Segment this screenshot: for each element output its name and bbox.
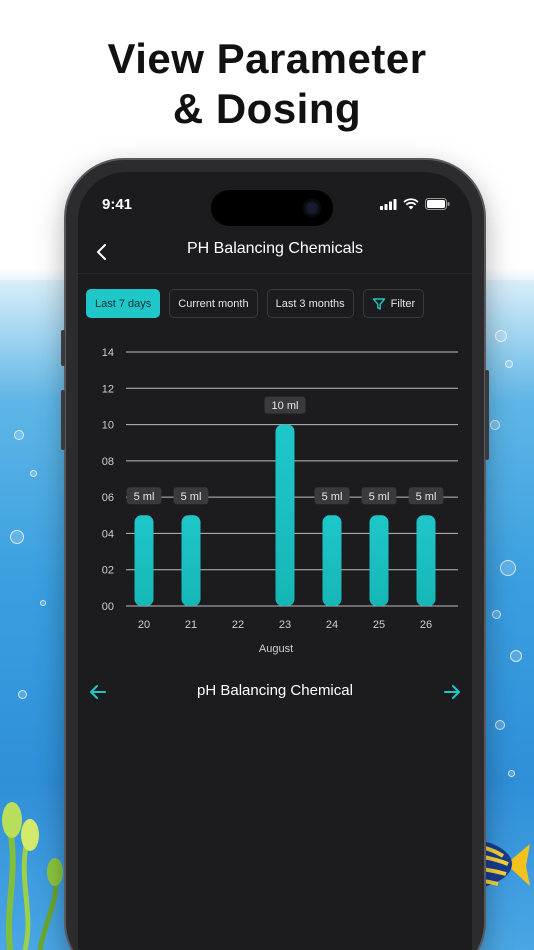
- x-tick-label: 23: [279, 619, 291, 631]
- phone-screen: 9:41 PH Balancing: [78, 172, 472, 950]
- y-tick-label: 04: [102, 528, 114, 540]
- svg-text:5 ml: 5 ml: [134, 491, 155, 503]
- aquatic-plant-icon: [2, 802, 63, 950]
- bubble: [505, 360, 513, 368]
- bubble: [40, 600, 46, 606]
- bubble: [30, 470, 37, 477]
- camera-icon: [303, 199, 321, 217]
- next-arrow-icon[interactable]: [440, 680, 464, 704]
- x-tick-label: 24: [326, 619, 338, 631]
- data-label: 5 ml: [173, 487, 209, 505]
- data-label: 10 ml: [264, 396, 306, 414]
- bar-25[interactable]: [369, 515, 389, 606]
- bubble: [495, 330, 507, 342]
- x-tick-label: 22: [232, 619, 244, 631]
- status-time: 9:41: [102, 196, 133, 213]
- data-label: 5 ml: [126, 487, 162, 505]
- tab-current-month[interactable]: Current month: [169, 289, 258, 318]
- filter-icon: [372, 297, 385, 310]
- bubble: [510, 650, 522, 662]
- phone-side-button: [61, 330, 65, 366]
- signal-icon: [380, 198, 397, 210]
- date-range-tabs: Last 7 days Current month Last 3 months …: [86, 289, 425, 318]
- svg-text:10 ml: 10 ml: [272, 400, 299, 412]
- svg-text:5 ml: 5 ml: [416, 491, 437, 503]
- phone-frame: 9:41 PH Balancing: [61, 160, 489, 950]
- bubble: [495, 720, 505, 730]
- bar-23[interactable]: [275, 424, 295, 606]
- bar-21[interactable]: [181, 515, 201, 606]
- data-label: 5 ml: [314, 487, 350, 505]
- status-icons: [380, 198, 450, 210]
- bar-24[interactable]: [322, 515, 342, 606]
- x-axis-label: August: [259, 643, 293, 655]
- filter-label: Filter: [390, 297, 416, 310]
- tab-last-3-months[interactable]: Last 3 months: [266, 289, 354, 318]
- bubble: [10, 530, 24, 544]
- battery-icon: [425, 198, 450, 210]
- bubble: [492, 610, 501, 619]
- bubble: [490, 420, 500, 430]
- wifi-icon: [403, 198, 419, 210]
- headline: View Parameter & Dosing: [0, 34, 534, 134]
- bubble: [14, 430, 24, 440]
- nav-bar: PH Balancing Chemicals: [78, 230, 472, 274]
- y-tick-label: 02: [102, 565, 114, 577]
- svg-text:5 ml: 5 ml: [181, 491, 202, 503]
- x-tick-label: 21: [185, 619, 197, 631]
- chemical-name: pH Balancing Chemical: [197, 682, 353, 699]
- filter-button[interactable]: Filter: [362, 289, 425, 318]
- previous-arrow-icon[interactable]: [86, 680, 110, 704]
- data-label: 5 ml: [408, 487, 444, 505]
- bar-20[interactable]: [134, 515, 154, 606]
- dynamic-island: [211, 190, 333, 226]
- data-label: 5 ml: [361, 487, 397, 505]
- y-tick-label: 06: [102, 492, 114, 504]
- headline-line-2: & Dosing: [172, 85, 362, 132]
- back-chevron-icon[interactable]: [88, 238, 116, 266]
- bubble: [508, 770, 515, 777]
- bar-26[interactable]: [416, 515, 436, 606]
- bubble: [500, 560, 516, 576]
- x-tick-label: 25: [373, 619, 385, 631]
- y-tick-label: 08: [102, 456, 114, 468]
- tab-last-7-days[interactable]: Last 7 days: [86, 289, 161, 318]
- x-tick-label: 26: [420, 619, 432, 631]
- y-tick-label: 12: [102, 383, 114, 395]
- page-title: PH Balancing Chemicals: [186, 240, 364, 257]
- x-tick-label: 20: [138, 619, 150, 631]
- headline-line-1: View Parameter: [107, 35, 427, 82]
- y-tick-label: 14: [102, 347, 114, 359]
- bubble: [18, 690, 27, 699]
- chemical-pager: pH Balancing Chemical: [78, 672, 472, 712]
- phone-side-button: [485, 370, 489, 460]
- y-tick-label: 00: [102, 601, 114, 613]
- svg-text:5 ml: 5 ml: [322, 491, 343, 503]
- y-tick-label: 10: [102, 420, 114, 432]
- svg-text:5 ml: 5 ml: [369, 491, 390, 503]
- phone-side-button: [61, 390, 65, 450]
- dosing-bar-chart: 00 02 04 06 08 10 12 14 5 ml 20 5 ml 21 22 10 ml 23 5 m…: [102, 347, 458, 655]
